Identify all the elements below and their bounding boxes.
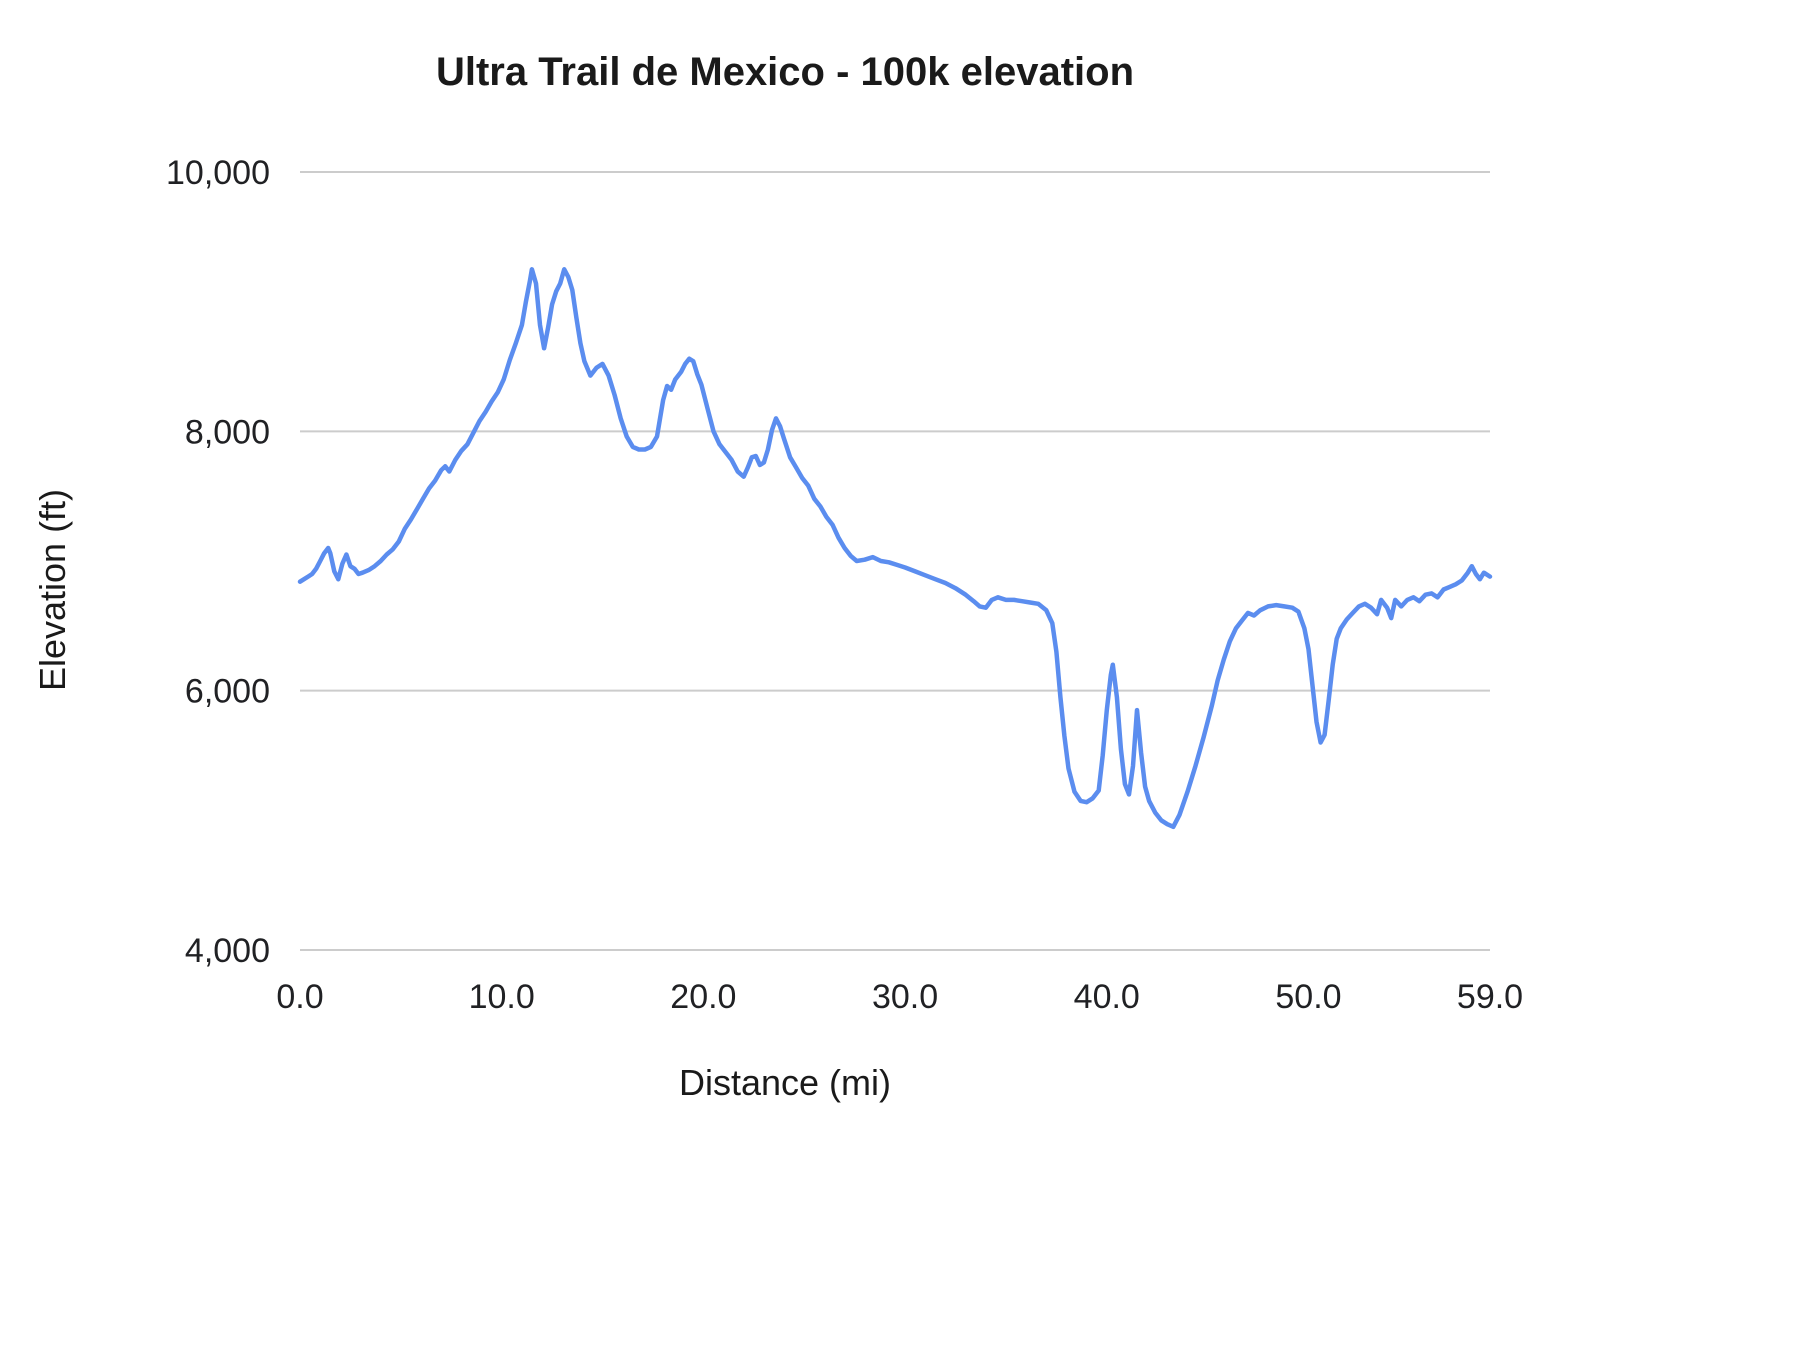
x-tick-label: 10.0 <box>469 978 535 1016</box>
x-tick-label: 40.0 <box>1074 978 1140 1016</box>
elevation-line <box>297 267 1493 830</box>
x-axis-title: Distance (mi) <box>679 1062 891 1103</box>
y-axis-title: Elevation (ft) <box>32 489 73 691</box>
chart-title: Ultra Trail de Mexico - 100k elevation <box>436 50 1134 94</box>
y-tick-label: 10,000 <box>166 154 270 192</box>
x-tick-label: 0.0 <box>276 978 323 1016</box>
y-tick-label: 8,000 <box>185 413 270 451</box>
x-tick-label: 50.0 <box>1275 978 1341 1016</box>
x-tick-label: 30.0 <box>872 978 938 1016</box>
x-tick-label: 20.0 <box>670 978 736 1016</box>
y-tick-label: 6,000 <box>185 673 270 711</box>
y-tick-label: 4,000 <box>185 932 270 970</box>
x-tick-label: 59.0 <box>1457 978 1523 1016</box>
